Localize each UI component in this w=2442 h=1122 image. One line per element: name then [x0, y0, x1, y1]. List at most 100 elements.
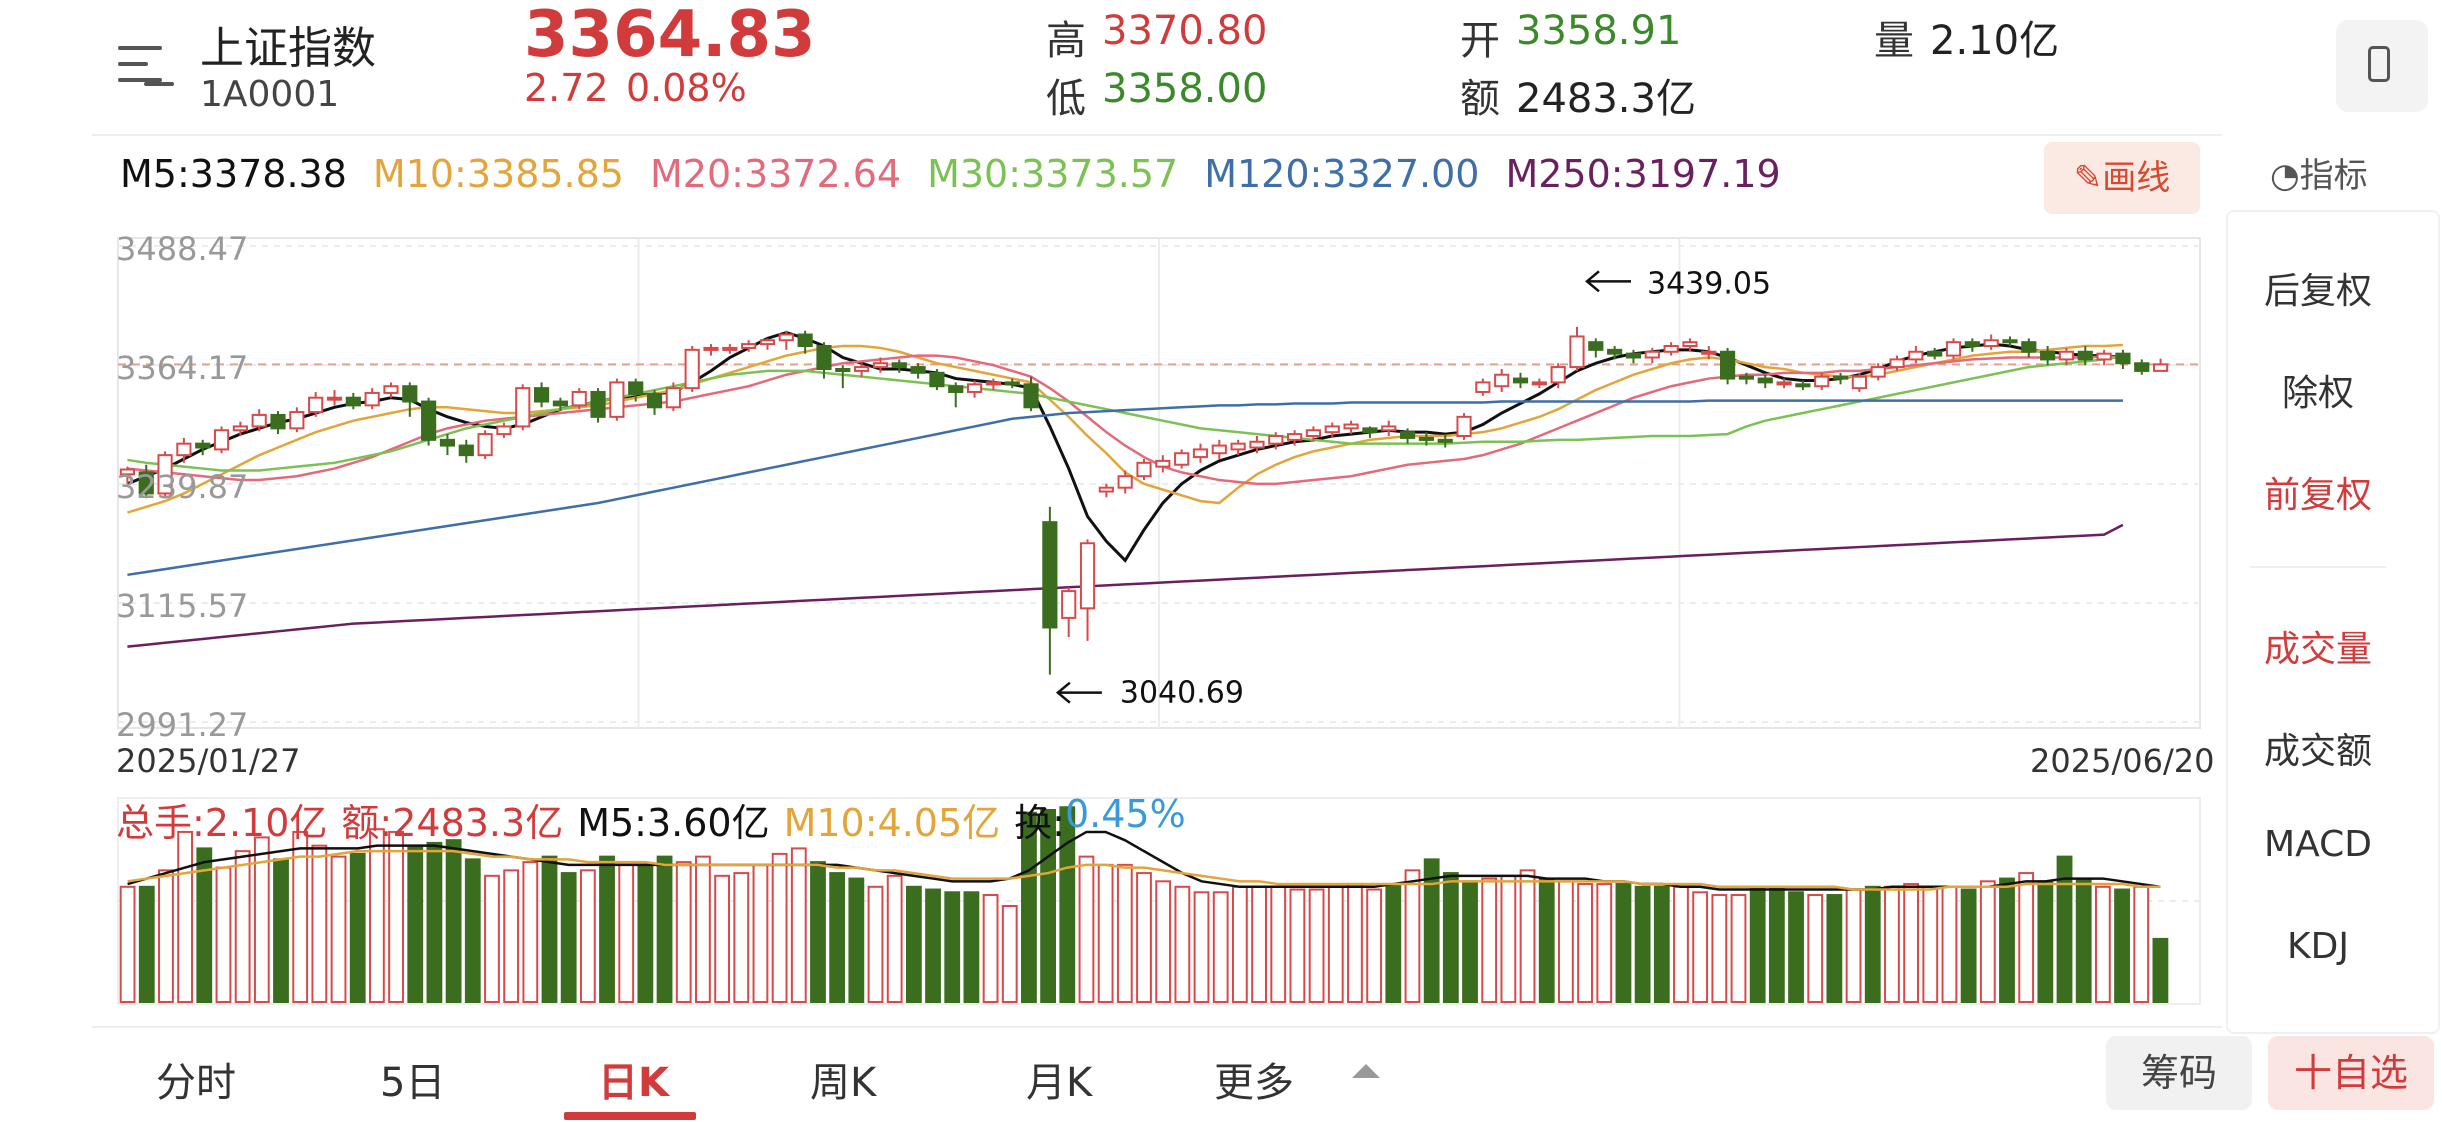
candle — [1362, 427, 1378, 434]
volume-bar — [138, 885, 155, 1003]
candle — [345, 396, 361, 407]
volume-bar — [1500, 874, 1517, 1003]
tab-item[interactable]: 分时 — [156, 1060, 236, 1106]
tab-item[interactable]: 日K — [598, 1060, 669, 1106]
chips-button[interactable]: 筹码 — [2106, 1036, 2252, 1110]
candle — [402, 385, 418, 403]
candle — [1908, 350, 1924, 361]
draw-line-label: 画线 — [2102, 158, 2171, 198]
volume-bar — [388, 830, 404, 1004]
candle — [590, 390, 606, 418]
right-panel-item[interactable]: 成交量 — [2263, 629, 2372, 670]
candle — [2040, 350, 2056, 361]
low-annotation: 3040.69 — [1120, 676, 1244, 711]
candle — [665, 387, 681, 409]
low-arrow-head — [1055, 681, 1071, 704]
candle — [138, 471, 154, 495]
candle — [1324, 425, 1340, 434]
volume-bar — [2056, 855, 2073, 1004]
volume-bar — [1999, 877, 2015, 1003]
candle — [1192, 448, 1209, 459]
caret-up-icon[interactable] — [1352, 1064, 1380, 1078]
candle — [1870, 366, 1886, 378]
volume-bar — [426, 841, 443, 1004]
volume-bar — [330, 855, 347, 1004]
y-tick-label: 3239.87 — [116, 468, 248, 506]
volume-bar — [1174, 885, 1191, 1003]
volume-bar — [1960, 888, 1977, 1003]
right-panel-item[interactable]: KDJ — [2287, 926, 2349, 967]
volume-value: 2.10亿 — [1930, 18, 2060, 64]
volume-bar — [349, 852, 366, 1004]
candle — [2096, 352, 2112, 361]
right-panel-item[interactable]: 除权 — [2281, 373, 2354, 414]
volume-bar — [944, 891, 961, 1003]
volume-legend: 总手:2.10亿 额:2483.3亿 M5:3.60亿 M10:4.05亿 换: 0.45… — [116, 792, 1186, 847]
candle — [1305, 429, 1322, 438]
right-panel-item[interactable]: MACD — [2264, 824, 2372, 865]
ma-line-m30 — [127, 355, 2124, 472]
right-panel-item[interactable]: 后复权 — [2263, 271, 2372, 312]
volume-bar — [522, 861, 539, 1003]
volume-legend-item: M5:3.60亿 — [577, 801, 770, 845]
candle — [1757, 377, 1773, 384]
high-annotation: 3439.05 — [1647, 266, 1771, 301]
volume-bar — [1807, 894, 1824, 1003]
ma-legend-item: M120:3327.00 — [1204, 152, 1480, 196]
volume-bar — [234, 850, 251, 1004]
add-watchlist-button[interactable]: 十自选 — [2268, 1036, 2434, 1110]
volume-bar — [273, 858, 289, 1003]
candle — [1437, 438, 1453, 443]
tab-item[interactable]: 5日 — [380, 1060, 446, 1106]
volume-bar — [1155, 880, 1172, 1003]
menu-icon[interactable] — [118, 38, 174, 94]
right-panel-item[interactable]: 前复权 — [2263, 475, 2372, 516]
volume-bar — [1615, 883, 1632, 1003]
volume-bar — [886, 874, 903, 1003]
candle — [270, 413, 286, 430]
low-label: 低 — [1046, 76, 1086, 122]
candle — [703, 346, 719, 351]
candle — [326, 396, 343, 401]
candle — [458, 444, 474, 457]
volume-bar — [464, 858, 481, 1003]
candle — [119, 468, 136, 476]
volume-bar — [1692, 891, 1709, 1003]
volume-bar — [675, 861, 692, 1003]
right-panel-divider — [2250, 566, 2386, 568]
volume-bar — [560, 872, 577, 1003]
volume-legend-item: 换: — [1014, 801, 1065, 845]
ma-legend-item: M10:3385.85 — [372, 152, 624, 196]
pencil-icon: ✎ — [2073, 158, 2103, 198]
volume-bar — [1308, 888, 1325, 1003]
volume-bar — [1538, 877, 1555, 1003]
draw-line-button[interactable]: ✎画线 — [2044, 142, 2200, 214]
volume-bar — [1193, 891, 1210, 1003]
volume-bar — [1749, 885, 1766, 1003]
candle — [1945, 341, 1962, 357]
amount-label: 额 — [1460, 76, 1500, 122]
candle — [1851, 375, 1867, 390]
volume-bar — [579, 869, 596, 1003]
right-panel-item[interactable]: 成交额 — [2263, 731, 2372, 772]
tab-item[interactable]: 更多 — [1214, 1060, 1294, 1106]
candle — [1550, 366, 1566, 384]
volume-bar — [119, 885, 136, 1003]
candle — [1964, 341, 1980, 348]
candle — [383, 385, 399, 394]
candle — [1230, 442, 1246, 451]
indicator-button[interactable]: ◔指标 — [2270, 148, 2368, 197]
tab-item[interactable]: 月K — [1026, 1060, 1093, 1106]
header-divider — [92, 134, 2222, 136]
y-tick-label: 3115.57 — [116, 587, 248, 625]
ma-legend-item: M5:3378.38 — [120, 152, 347, 196]
candle — [364, 391, 380, 407]
candle — [157, 454, 173, 495]
volume-bar — [1001, 905, 1018, 1003]
volume-bar — [1788, 891, 1804, 1003]
landscape-toggle-button[interactable] — [2336, 20, 2428, 112]
candle — [759, 339, 776, 346]
tab-item[interactable]: 周K — [810, 1060, 877, 1106]
candle — [1889, 358, 1905, 369]
